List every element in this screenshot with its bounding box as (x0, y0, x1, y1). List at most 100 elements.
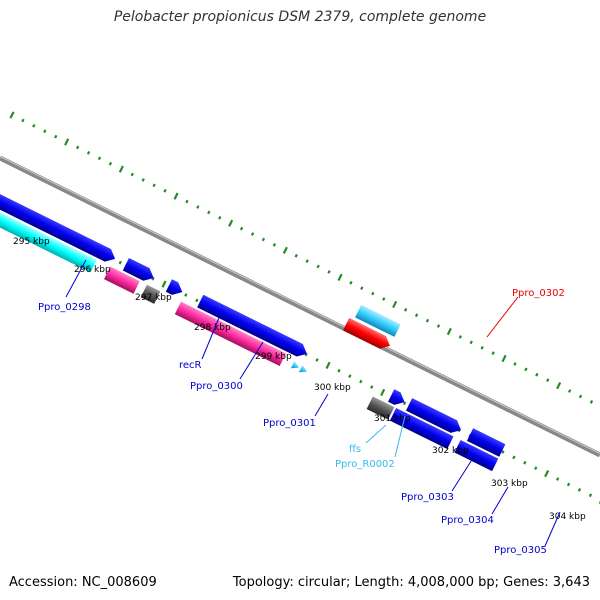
scale-minor-tick (546, 378, 550, 382)
scale-major-tick (64, 138, 70, 146)
scale-minor-tick (327, 270, 331, 274)
scale-minor-tick (588, 493, 593, 498)
gene-ffs-arrow[interactable] (290, 361, 301, 371)
scale-minor-tick (458, 335, 462, 339)
gene-label-recr[interactable]: recR (179, 360, 202, 371)
scale-major-tick (446, 327, 452, 336)
genome-backbone-highlight (0, 156, 600, 454)
scale-minor-tick (218, 216, 222, 220)
leader-ppro-0300 (239, 341, 264, 380)
gene-label-ppro-r0002[interactable]: Ppro_R0002 (335, 459, 395, 470)
scale-minor-tick (294, 253, 298, 258)
scale-minor-tick (360, 286, 364, 290)
leader-ppro-0304 (491, 486, 509, 515)
gene-ppro-0301-arrow[interactable] (197, 294, 310, 360)
scale-major-tick (9, 111, 15, 119)
gene-blue-track2[interactable] (389, 408, 454, 449)
gene-ppro-0300-arrow[interactable] (165, 279, 186, 298)
scale-minor-tick (141, 178, 145, 182)
scale-minor-tick (337, 368, 341, 373)
scale-major-tick (337, 273, 343, 281)
gene-ppro-r0002-arrow[interactable] (298, 365, 309, 375)
scale-minor-tick (524, 367, 528, 372)
outer-tick-ring (9, 111, 594, 404)
gene-ppro-0304-arrow[interactable] (405, 398, 464, 436)
gene-rna-pink-1[interactable] (104, 266, 140, 294)
gene-label-ppro-0304[interactable]: Ppro_0304 (441, 515, 494, 526)
scale-minor-tick (371, 291, 375, 296)
scale-major-tick (228, 219, 234, 227)
gene-label-ppro-0303[interactable]: Ppro_0303 (401, 492, 454, 503)
kbp-label: 298 kbp (194, 323, 231, 333)
scale-minor-tick (32, 124, 36, 128)
kbp-label: 297 kbp (135, 293, 172, 303)
gene-label-ppro-0300[interactable]: Ppro_0300 (190, 381, 243, 392)
gene-label-ppro-0298[interactable]: Ppro_0298 (38, 302, 91, 313)
scale-minor-tick (21, 118, 25, 123)
gene-ppro-0305-arrow[interactable] (466, 428, 506, 457)
leader-ffs (365, 424, 387, 444)
gene-label-ppro-0302[interactable]: Ppro_0302 (512, 288, 565, 299)
leader-ppro-r0002 (394, 415, 406, 458)
gene-blue-track2-b[interactable] (454, 439, 499, 472)
scale-minor-tick (239, 226, 244, 231)
gene-label-ppro-0305[interactable]: Ppro_0305 (494, 545, 547, 556)
scale-minor-tick (402, 401, 407, 406)
map-title: Pelobacter propionicus DSM 2379, complet… (113, 9, 487, 25)
scale-minor-tick (469, 340, 473, 345)
scale-minor-tick (75, 145, 80, 150)
scale-minor-tick (152, 183, 156, 188)
scale-minor-tick (425, 318, 430, 323)
scale-minor-tick (184, 293, 188, 297)
scale-minor-tick (108, 161, 113, 166)
gene-pseudo-gray-2[interactable] (366, 396, 395, 420)
scale-minor-tick (359, 379, 363, 384)
scale-minor-tick (436, 324, 441, 328)
scale-minor-tick (577, 487, 582, 492)
scale-minor-tick (556, 477, 560, 481)
scale-major-tick (556, 382, 562, 390)
scale-major-tick (161, 280, 167, 288)
gene-ppro-0298-arrow[interactable] (0, 147, 118, 265)
scale-minor-tick (316, 264, 320, 269)
scale-minor-tick (315, 358, 319, 362)
scale-major-tick (544, 470, 550, 478)
gene-ppro-0303-arrow[interactable] (388, 389, 408, 408)
scale-minor-tick (382, 297, 386, 301)
scale-minor-tick (250, 232, 255, 236)
leader-ppro-0302 (486, 296, 519, 338)
kbp-label: 296 kbp (74, 265, 111, 275)
scale-minor-tick (578, 394, 583, 399)
kbp-label: 304 kbp (549, 512, 586, 522)
scale-major-tick (325, 361, 331, 369)
scale-minor-tick (97, 156, 102, 161)
scale-minor-tick (404, 308, 408, 312)
kbp-label: 299 kbp (255, 352, 292, 362)
scale-minor-tick (513, 362, 517, 366)
gene-label-ffs[interactable]: ffs (349, 444, 361, 455)
gene-ppro-0302-arrow[interactable] (343, 317, 393, 352)
gene-recr-arrow[interactable] (122, 257, 157, 284)
scale-minor-tick (195, 298, 199, 303)
scale-minor-tick (305, 259, 309, 264)
scale-minor-tick (534, 466, 538, 470)
scale-minor-tick (163, 188, 167, 193)
scale-minor-tick (207, 210, 211, 215)
scale-minor-tick (130, 172, 134, 177)
gene-light-blue-outer[interactable] (355, 304, 401, 337)
scale-minor-tick (414, 313, 419, 318)
scale-minor-tick (535, 372, 539, 377)
kbp-label: 301 kbp (374, 414, 411, 424)
gene-ppro-0298-track2[interactable] (0, 161, 97, 273)
scale-minor-tick (196, 205, 200, 209)
gene-pseudo-gray-1[interactable] (140, 284, 161, 304)
scale-major-tick (380, 388, 386, 397)
topology-text: Topology: circular; Length: 4,008,000 bp… (232, 575, 590, 590)
scale-minor-tick (185, 199, 189, 204)
scale-minor-tick (568, 389, 572, 393)
kbp-label: 300 kbp (314, 383, 351, 393)
scale-minor-tick (566, 482, 571, 487)
scale-minor-tick (480, 345, 484, 350)
gene-label-ppro-0301[interactable]: Ppro_0301 (263, 418, 316, 429)
